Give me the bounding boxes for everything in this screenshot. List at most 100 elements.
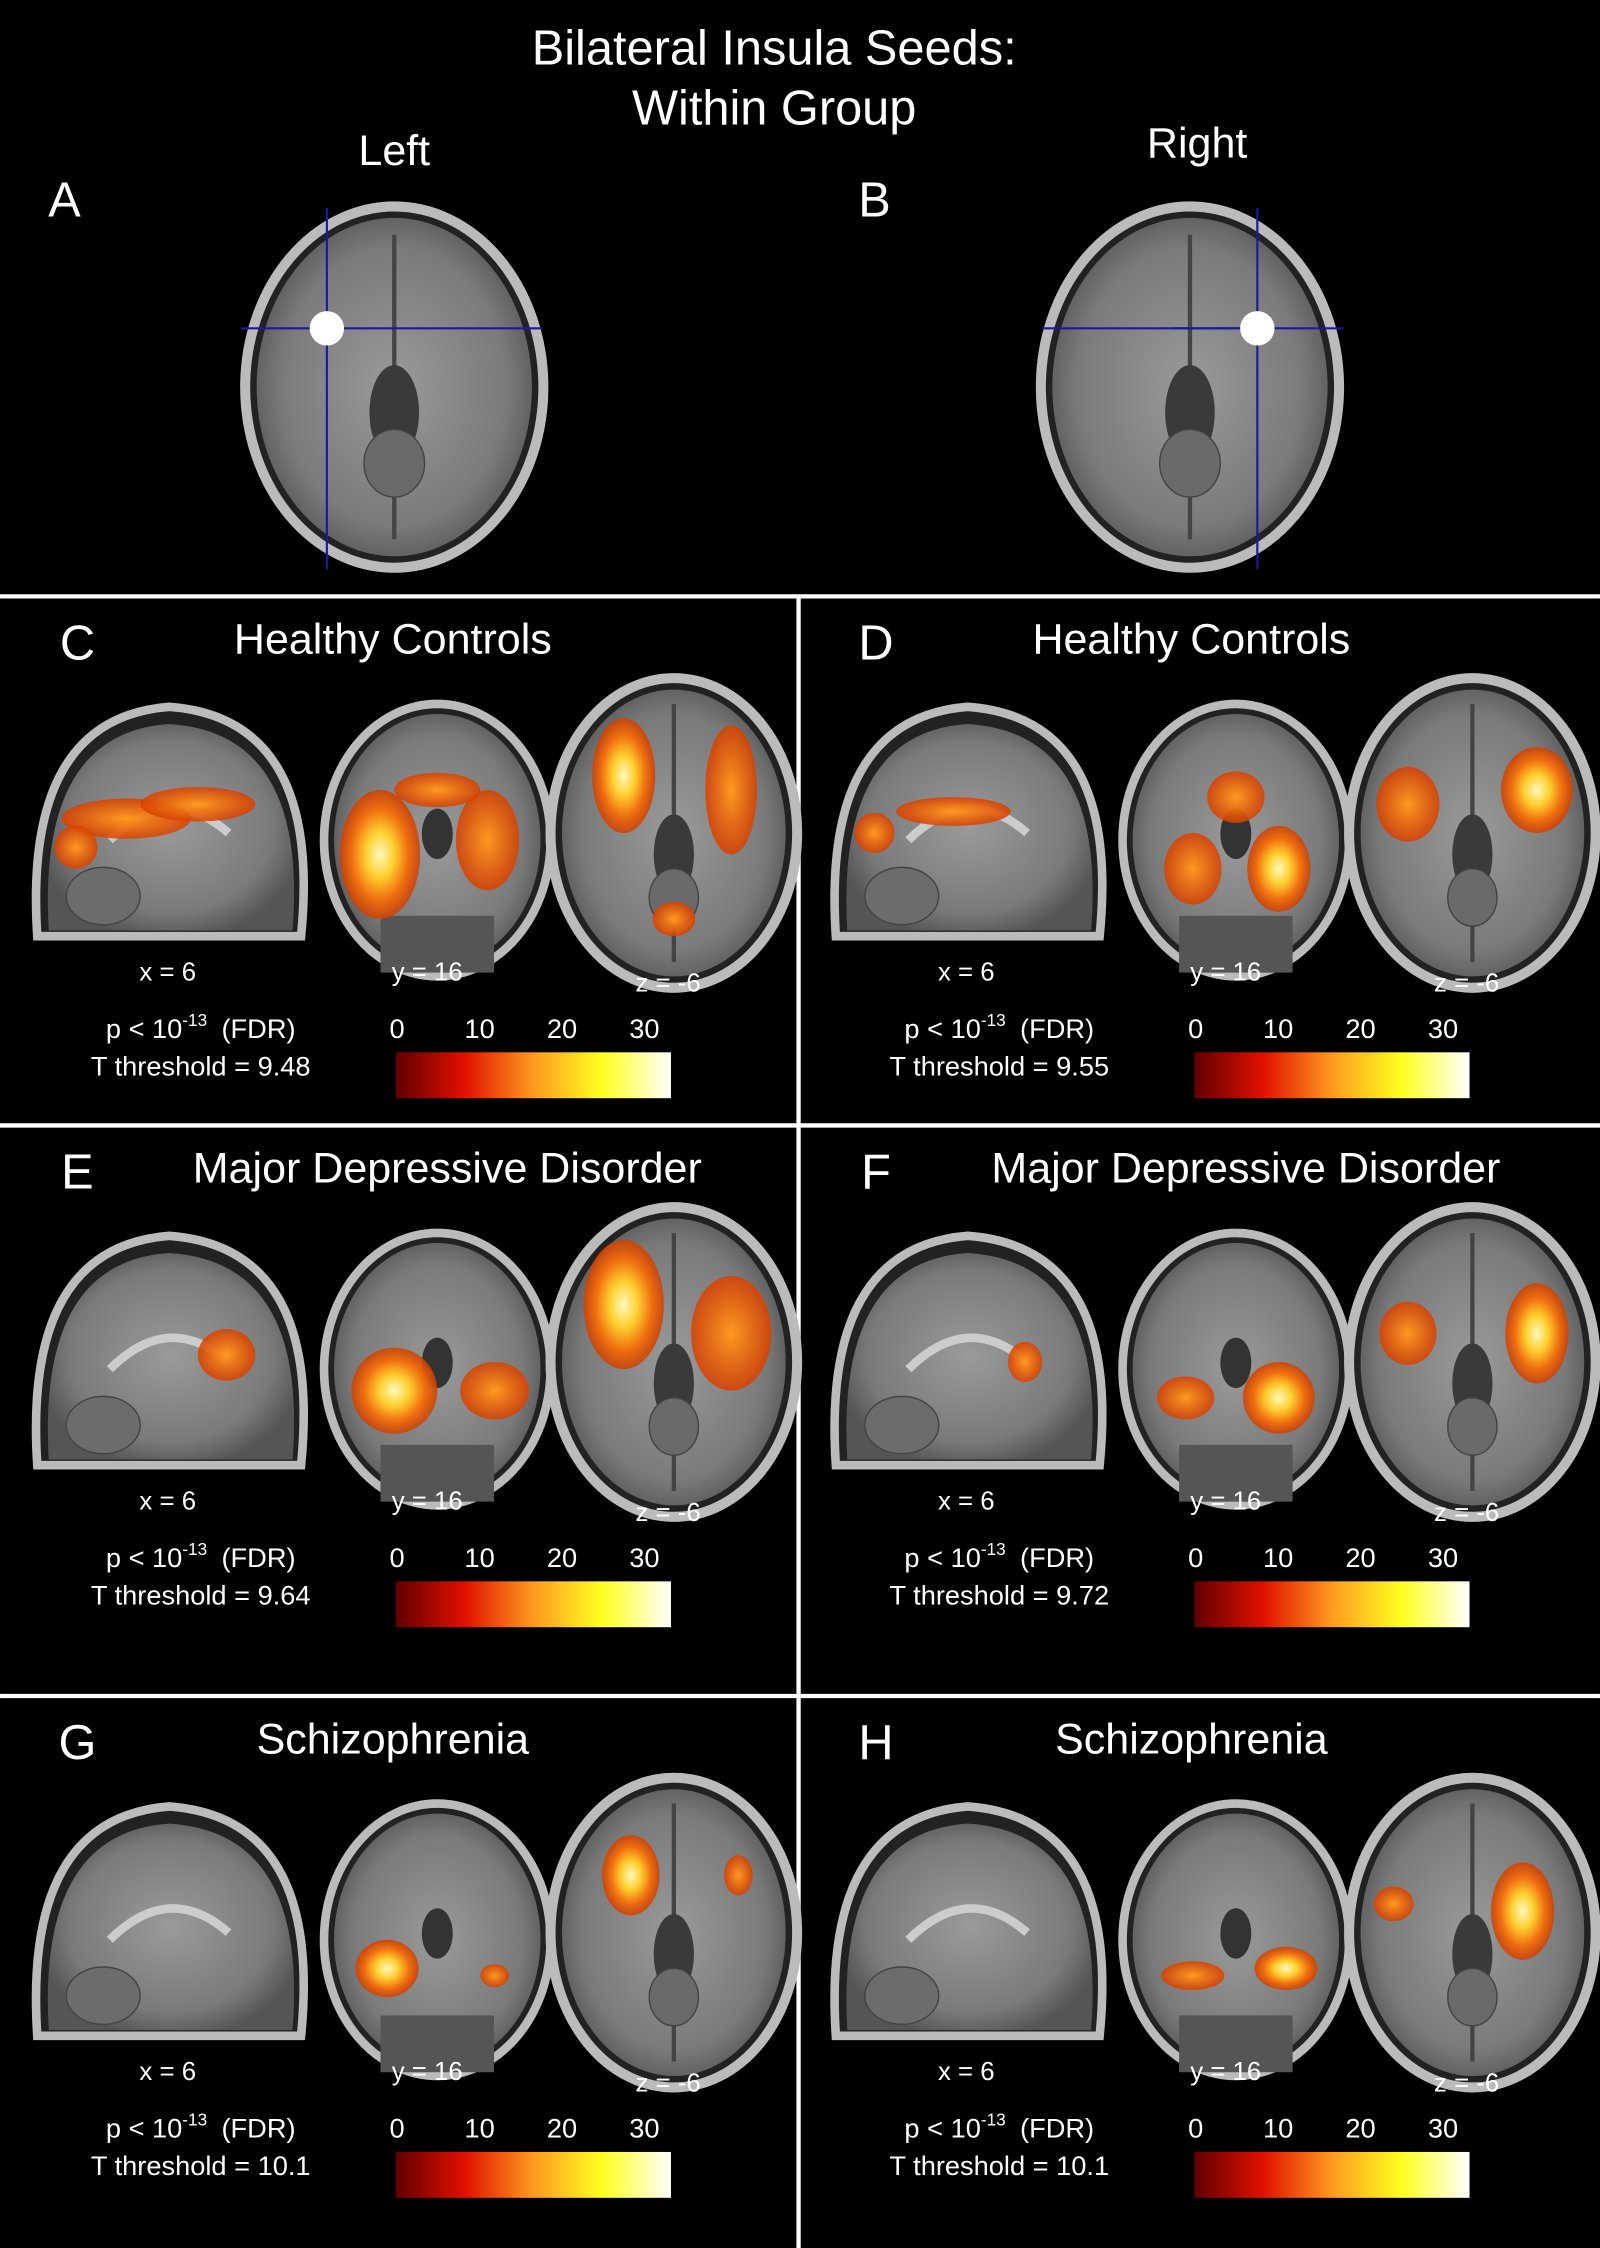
- colorbar-tick: 0: [1188, 1013, 1203, 1044]
- activation: [1243, 1361, 1315, 1434]
- group-panel: G Schizophrenia x = 6 y = 16 z = -6 p < 10-13…: [31, 1715, 803, 2198]
- colorbar-tick: 0: [1188, 2113, 1203, 2144]
- colorbar-tick: 30: [629, 2113, 659, 2144]
- colorbar: [1194, 1581, 1470, 1628]
- panel-letter: B: [858, 173, 891, 227]
- cerebellum: [65, 1966, 141, 2026]
- brainstem: [1447, 1967, 1498, 2027]
- colorbar-tick: 20: [547, 1542, 577, 1573]
- panel-title: Major Depressive Disorder: [991, 1145, 1500, 1193]
- activation: [652, 901, 696, 937]
- colorbar-tick: 10: [464, 1013, 494, 1044]
- title-line: Bilateral Insula Seeds:: [532, 21, 1017, 75]
- colorbar-tick: 10: [1263, 1013, 1293, 1044]
- p-exponent: -13: [182, 2109, 207, 2129]
- colorbar-tick: 30: [629, 1542, 659, 1573]
- slice-label: y = 16: [392, 958, 463, 986]
- activation: [1254, 1946, 1318, 1990]
- cerebellum: [864, 866, 940, 926]
- p-value: p < 10-13 (FDR): [904, 1538, 1094, 1573]
- colorbar-tick: 0: [390, 1013, 405, 1044]
- slice-label: y = 16: [392, 2058, 463, 2086]
- group-panel: E Major Depressive Disorder x = 6 y = 16 z =…: [31, 1145, 803, 1628]
- activation: [1164, 832, 1222, 905]
- seed-dot: [309, 311, 345, 346]
- cerebellum: [65, 1395, 141, 1455]
- activation: [592, 718, 656, 833]
- p-base: p < 10: [106, 1013, 182, 1044]
- panel-title: Schizophrenia: [257, 1715, 530, 1763]
- panel-letter: G: [58, 1716, 96, 1770]
- slice-label: x = 6: [938, 958, 995, 986]
- colorbar-tick: 20: [1345, 1542, 1375, 1573]
- colorbar-tick: 10: [464, 1542, 494, 1573]
- panel-letter: F: [861, 1145, 891, 1199]
- colorbar-tick: 30: [1428, 2113, 1458, 2144]
- activation: [1161, 1961, 1225, 1990]
- activation: [54, 825, 98, 869]
- slice-label: x = 6: [938, 1487, 995, 1515]
- p-base: p < 10: [106, 1542, 182, 1573]
- colorbar-tick: 0: [390, 2113, 405, 2144]
- neck: [380, 2015, 495, 2073]
- p-method: (FDR): [221, 1013, 295, 1044]
- p-base: p < 10: [904, 1542, 980, 1573]
- corpus-callosum: [106, 1904, 232, 1943]
- activation: [339, 789, 421, 919]
- slice-label: z = -6: [635, 1499, 700, 1527]
- activation: [724, 1855, 753, 1896]
- neck: [380, 915, 495, 973]
- ventricle: [1220, 1908, 1252, 1959]
- p-value: p < 10-13 (FDR): [106, 1538, 296, 1573]
- group-panel: D Healthy Controls x = 6 y = 16 z = -6 p < 10…: [830, 616, 1600, 1099]
- corpus-callosum: [905, 1904, 1030, 1943]
- p-method: (FDR): [221, 2113, 295, 2144]
- activation: [705, 725, 757, 855]
- seed-label: Left: [358, 127, 430, 175]
- neck: [1179, 1444, 1293, 1502]
- activation: [1373, 1886, 1414, 1922]
- colorbar-tick: 30: [629, 1013, 659, 1044]
- activation: [460, 1361, 530, 1420]
- colorbar-tick: 20: [1345, 2113, 1375, 2144]
- colorbar-tick: 0: [390, 1542, 405, 1573]
- p-base: p < 10: [106, 2113, 182, 2144]
- threshold: T threshold = 9.64: [91, 1579, 311, 1610]
- slice-label: y = 16: [1190, 2058, 1261, 2086]
- panel-title: Healthy Controls: [234, 616, 552, 664]
- panel-letter: C: [60, 616, 95, 670]
- colorbar: [1194, 2151, 1470, 2198]
- threshold: T threshold = 9.55: [889, 1050, 1109, 1081]
- p-value: p < 10-13 (FDR): [904, 2109, 1094, 2144]
- brainstem: [648, 1397, 700, 1456]
- activation: [583, 1240, 664, 1370]
- brainstem: [648, 1967, 700, 2027]
- activation: [1379, 1301, 1437, 1365]
- p-base: p < 10: [904, 1013, 980, 1044]
- p-exponent: -13: [182, 1538, 207, 1558]
- seed-dot: [1240, 311, 1275, 346]
- threshold: T threshold = 9.48: [91, 1050, 311, 1081]
- colorbar: [395, 1581, 671, 1628]
- colorbar-tick: 20: [547, 1013, 577, 1044]
- group-panel: H Schizophrenia x = 6 y = 16 z = -6 p < 10-13…: [830, 1715, 1600, 2198]
- panel-title: Major Depressive Disorder: [193, 1145, 702, 1193]
- colorbar-tick: 10: [1263, 2113, 1293, 2144]
- slice-label: x = 6: [139, 2058, 196, 2086]
- ventricle: [421, 808, 453, 860]
- group-panel: C Healthy Controls x = 6 y = 16 z = -6 p < 10…: [31, 616, 803, 1099]
- colorbar: [395, 1052, 671, 1099]
- p-value: p < 10-13 (FDR): [904, 1009, 1094, 1044]
- panel-letter: A: [48, 173, 81, 227]
- activation: [140, 787, 256, 822]
- title-line: Within Group: [632, 82, 916, 136]
- slice-label: y = 16: [392, 1487, 463, 1515]
- colorbar: [395, 2151, 671, 2198]
- threshold: T threshold = 10.1: [889, 2150, 1109, 2181]
- panel-title: Schizophrenia: [1055, 1715, 1328, 1763]
- p-exponent: -13: [182, 1009, 207, 1029]
- colorbar-tick: 20: [1345, 1013, 1375, 1044]
- cerebellum: [864, 1966, 940, 2026]
- brainstem: [1158, 428, 1221, 498]
- panel-letter: H: [858, 1716, 893, 1770]
